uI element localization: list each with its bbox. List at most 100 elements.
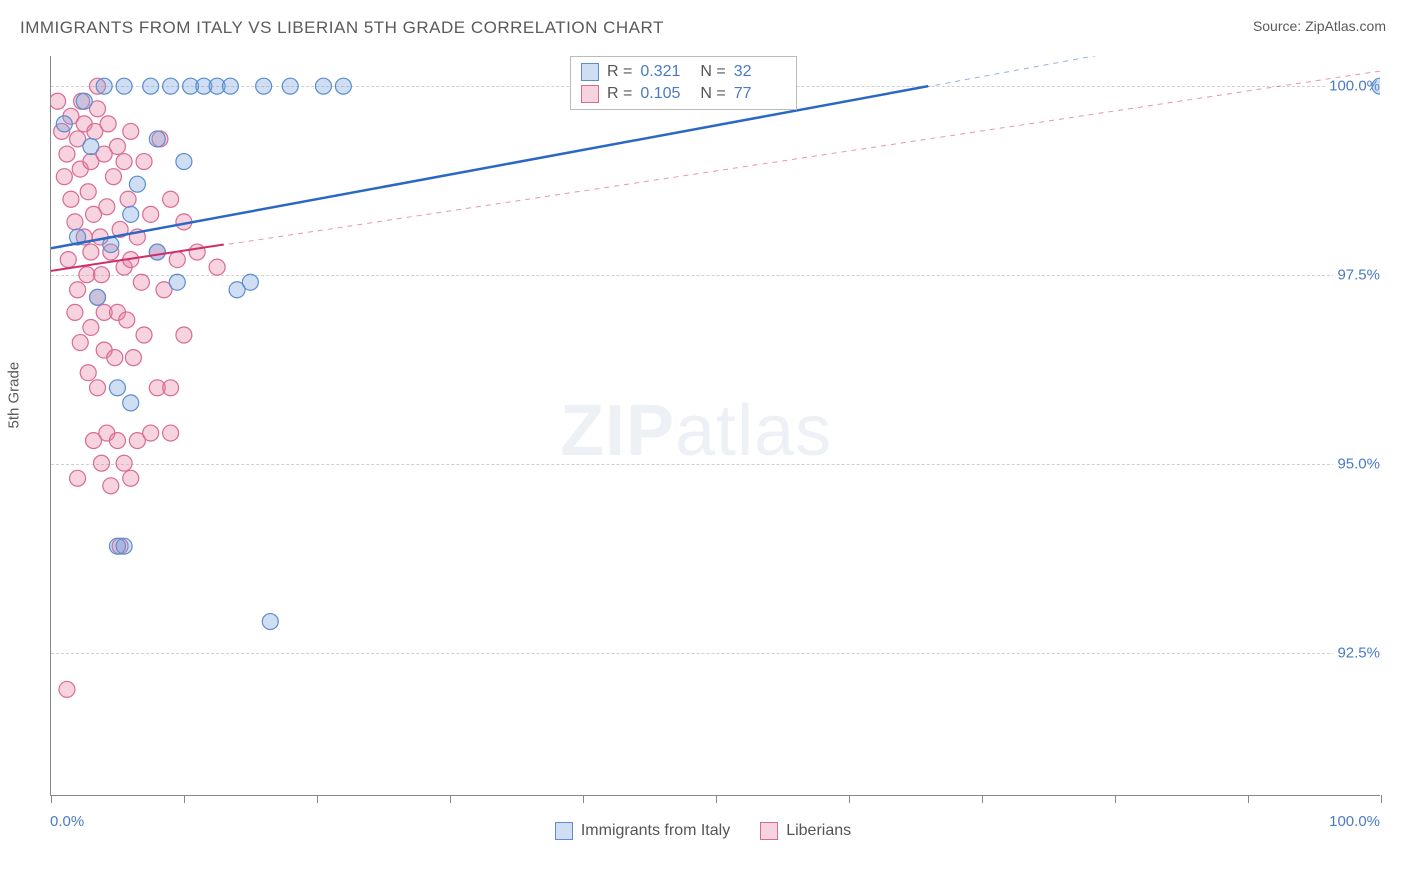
data-point [80,184,96,200]
data-point [163,78,179,94]
data-point [123,123,139,139]
data-point [133,274,149,290]
data-point [70,282,86,298]
data-point [105,169,121,185]
legend-label: Liberians [786,822,851,840]
data-point [90,380,106,396]
data-point [59,146,75,162]
data-point [72,335,88,351]
legend-label: Immigrants from Italy [581,822,730,840]
data-point [163,191,179,207]
data-point [176,154,192,170]
chart-title: IMMIGRANTS FROM ITALY VS LIBERIAN 5TH GR… [20,18,664,38]
data-point [94,455,110,471]
n-label: N = [700,63,725,81]
data-point [143,206,159,222]
data-point [59,681,75,697]
data-point [107,350,123,366]
data-point [143,78,159,94]
data-point [119,312,135,328]
data-point [169,252,185,268]
r-value: 0.321 [640,63,692,81]
x-tick-mark [317,795,318,803]
data-point [116,455,132,471]
data-point [96,78,112,94]
data-point [129,176,145,192]
legend-swatch [555,822,573,840]
data-point [163,425,179,441]
x-tick-mark [1248,795,1249,803]
data-point [282,78,298,94]
n-value: 32 [734,63,786,81]
data-point [79,267,95,283]
data-point [116,154,132,170]
x-tick-mark [1115,795,1116,803]
x-tick-mark [583,795,584,803]
source-label: Source: ZipAtlas.com [1253,18,1386,34]
x-tick-mark [51,795,52,803]
data-point [189,244,205,260]
data-point [125,350,141,366]
legend-row: R =0.105N =77 [581,83,786,105]
data-point [70,470,86,486]
data-point [1372,78,1380,94]
data-point [116,538,132,554]
n-value: 77 [734,85,786,103]
data-point [136,154,152,170]
data-point [262,614,278,630]
x-tick-mark [184,795,185,803]
x-tick-mark [849,795,850,803]
data-point [56,169,72,185]
r-value: 0.105 [640,85,692,103]
data-point [51,93,66,109]
data-point [67,214,83,230]
chart-plot-area: 92.5%95.0%97.5%100.0% [50,56,1380,796]
data-point [94,267,110,283]
legend-swatch [760,822,778,840]
series-legend: Immigrants from Italy Liberians [0,822,1406,840]
data-point [100,116,116,132]
data-point [109,380,125,396]
data-point [209,259,225,275]
data-point [83,319,99,335]
data-point [83,244,99,260]
data-point [123,395,139,411]
legend-swatch [581,85,599,103]
data-point [80,365,96,381]
legend-item: Immigrants from Italy [555,822,730,840]
data-point [123,470,139,486]
x-tick-mark [450,795,451,803]
data-point [90,289,106,305]
data-point [149,131,165,147]
r-label: R = [607,63,632,81]
data-point [120,191,136,207]
correlation-legend: R = 0.321 N = 32R = 0.105 N = 77 [570,56,797,110]
data-point [109,139,125,155]
legend-swatch [581,63,599,81]
legend-row: R = 0.321 N = 32 [581,61,786,83]
data-point [335,78,351,94]
data-point [60,252,76,268]
x-tick-mark [1381,795,1382,803]
data-point [63,191,79,207]
data-point [116,78,132,94]
data-point [163,380,179,396]
data-point [123,206,139,222]
data-point [103,478,119,494]
data-point [99,199,115,215]
data-point [176,327,192,343]
x-tick-mark [982,795,983,803]
data-point [109,433,125,449]
data-point [315,78,331,94]
data-point [56,116,72,132]
x-tick-mark [716,795,717,803]
data-point [149,244,165,260]
data-point [83,139,99,155]
data-point [76,93,92,109]
data-point [169,274,185,290]
y-axis-label: 5th Grade [6,362,23,429]
data-point [67,304,83,320]
n-label: N = [700,85,725,103]
data-point [222,78,238,94]
legend-item: Liberians [760,822,851,840]
